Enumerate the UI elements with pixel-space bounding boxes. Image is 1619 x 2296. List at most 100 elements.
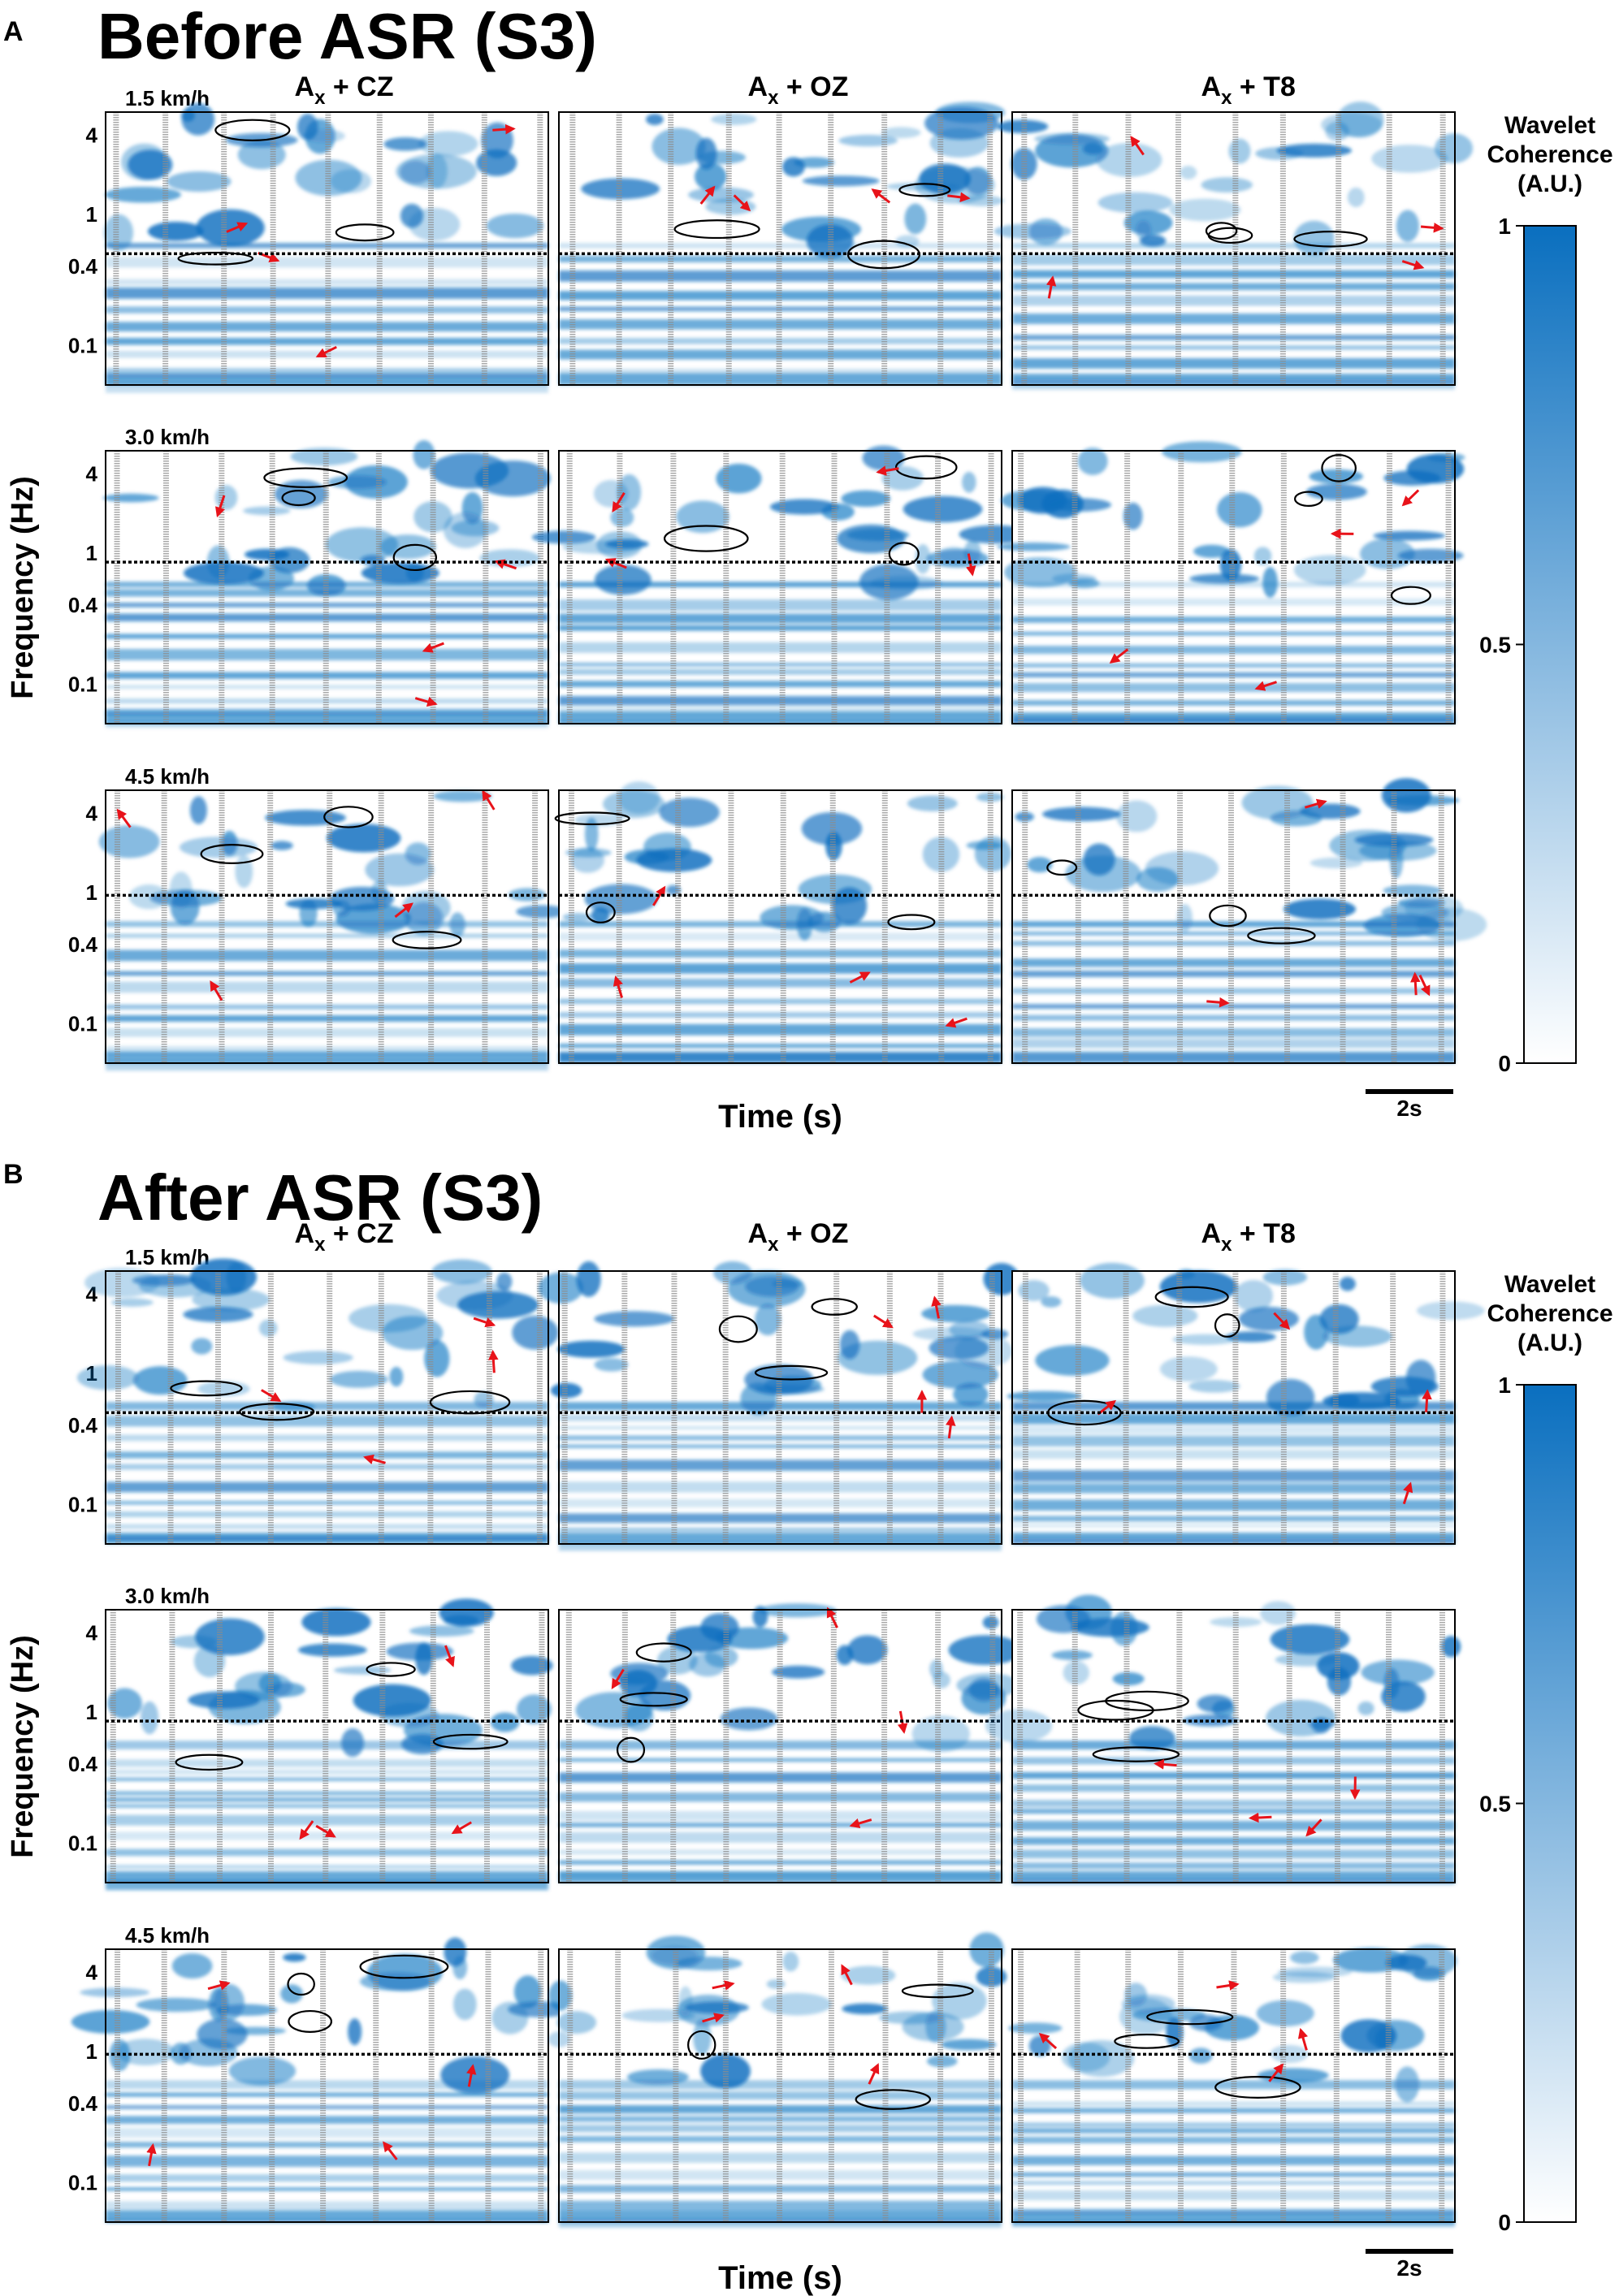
column-label-oz: Ax + OZ: [748, 71, 849, 109]
panel-frame: [1011, 789, 1456, 1064]
y-tick-label: 0.1: [68, 333, 97, 357]
coherence-panel: [539, 1260, 1020, 1551]
coherence-panel: [71, 1937, 574, 2223]
panel-frame: [558, 1948, 1002, 2223]
y-tick-label: 0.4: [68, 1413, 98, 1438]
y-tick-label: 0.4: [68, 1752, 98, 1776]
y-tick-label: 1: [86, 1700, 97, 1724]
coherence-panel: [993, 102, 1474, 390]
panel-frame: [558, 1270, 1002, 1545]
column-label-cz: Ax + CZ: [295, 1218, 394, 1256]
column-label-cz: Ax + CZ: [295, 71, 394, 109]
speed-label: 4.5 km/h: [125, 1923, 210, 1948]
colorbar-tick-label: 1: [1498, 1373, 1511, 1398]
y-tick-label: 0.1: [68, 1831, 97, 1855]
y-tick-label: 0.4: [68, 2091, 98, 2116]
y-tick-label: 4: [86, 461, 98, 486]
y-tick-label: 4: [86, 1620, 98, 1645]
colorbar-tick-label: 0: [1498, 2210, 1511, 2235]
y-tick-label: 0.1: [68, 2170, 97, 2194]
section-after-grid: Ax + CZ Ax + OZ Ax + T8 1.5 km/h 4 1 0.4 0.1 3.0…: [6, 1218, 1613, 2296]
coherence-panel: [76, 1258, 559, 1545]
panel-frame: [105, 1270, 549, 1545]
y-tick-label: 4: [86, 1960, 98, 1984]
colorbar-title: (A.U.): [1517, 1330, 1582, 1356]
colorbar-tick-label: 0.5: [1479, 1792, 1511, 1817]
x-axis-label: Time (s): [718, 1099, 842, 1135]
panel-frame: [105, 1948, 549, 2223]
colorbar-gradient: [1523, 1384, 1577, 2223]
colorbar-title: (A.U.): [1517, 171, 1582, 197]
panel-frame: [105, 1609, 549, 1883]
colorbar-title: Wavelet: [1504, 112, 1595, 139]
speed-label: 3.0 km/h: [125, 425, 210, 449]
section-title-before: Before ASR (S3): [97, 0, 597, 72]
panel-letter-a: A: [3, 16, 24, 47]
colorbar-title: Wavelet: [1504, 1271, 1595, 1298]
y-tick-label: 0.1: [68, 1011, 97, 1036]
panel-frame: [105, 111, 549, 386]
panel-frame: [1011, 1270, 1456, 1545]
scale-bar-label: 2s: [1396, 2255, 1422, 2281]
colorbar-tick-label: 0.5: [1479, 633, 1511, 658]
colorbar-tick-label: 1: [1498, 214, 1511, 239]
speed-label: 4.5 km/h: [125, 764, 210, 789]
column-label-t8: Ax + T8: [1201, 71, 1296, 109]
colorbar-gradient: [1523, 225, 1577, 1064]
section-title-after: After ASR (S3): [97, 1161, 543, 1234]
panel-letter-b: B: [3, 1159, 24, 1190]
colorbar-title: Coherence: [1487, 1300, 1613, 1327]
plots-layer: Ax + CZ Ax + OZ Ax + T8 1.5 km/h 4 1 0.4 0.1 3.0…: [6, 71, 1613, 2296]
panel-frame: [558, 1609, 1002, 1883]
y-tick-label: 1: [86, 541, 97, 565]
coherence-panel: [558, 1603, 1023, 1883]
y-tick-label: 0.4: [68, 254, 98, 279]
panel-frame: [105, 789, 549, 1064]
colorbar-title: Coherence: [1487, 141, 1613, 168]
speed-label: 3.0 km/h: [125, 1584, 210, 1608]
coherence-panel: [98, 789, 568, 1071]
panel-frame: [558, 789, 1002, 1064]
coherence-panel: [548, 1932, 1007, 2228]
y-tick-label: 0.1: [68, 1492, 97, 1516]
panel-frame: [1011, 450, 1456, 724]
y-tick-label: 0.1: [68, 672, 97, 696]
y-tick-label: 1: [86, 202, 97, 227]
coherence-panel: [102, 440, 551, 728]
y-tick-label: 4: [86, 801, 98, 825]
panel-frame: [105, 450, 549, 724]
section-after-asr: B After ASR (S3): [3, 1159, 543, 1234]
y-axis-label: Frequency (Hz): [6, 476, 40, 698]
coherence-panel: [531, 445, 1032, 724]
panel-frame: [558, 450, 1002, 724]
coherence-panel: [104, 102, 549, 393]
scale-bar-label: 2s: [1396, 1096, 1422, 1121]
speed-label: 1.5 km/h: [125, 1245, 210, 1269]
colorbar-tick-label: 0: [1498, 1051, 1511, 1076]
x-axis-label: Time (s): [718, 2260, 842, 2296]
y-tick-label: 4: [86, 123, 98, 147]
column-label-oz: Ax + OZ: [748, 1218, 849, 1256]
panel-frame: [1011, 1948, 1456, 2223]
coherence-panel: [985, 1594, 1461, 1885]
y-axis-label: Frequency (Hz): [6, 1635, 40, 1857]
coherence-panel: [997, 441, 1465, 724]
coherence-panel: [554, 781, 1011, 1064]
coherence-panel: [105, 1598, 553, 1891]
coherence-panel: [1006, 1262, 1485, 1545]
y-tick-label: 1: [86, 880, 97, 905]
panel-frame: [1011, 1609, 1456, 1883]
y-tick-label: 0.4: [68, 932, 98, 957]
y-tick-label: 0.4: [68, 593, 98, 617]
coherence-panel: [1008, 1944, 1457, 2227]
section-before-grid: Ax + CZ Ax + OZ Ax + T81.5 km/h410.40.13.0…: [6, 71, 1613, 1135]
coherence-panel: [558, 102, 1006, 386]
column-label-t8: Ax + T8: [1201, 1218, 1296, 1256]
panel-frame: [1011, 111, 1456, 386]
panel-frame: [558, 111, 1002, 386]
section-before-asr: A Before ASR (S3): [3, 0, 597, 72]
y-tick-label: 1: [86, 2039, 97, 2064]
